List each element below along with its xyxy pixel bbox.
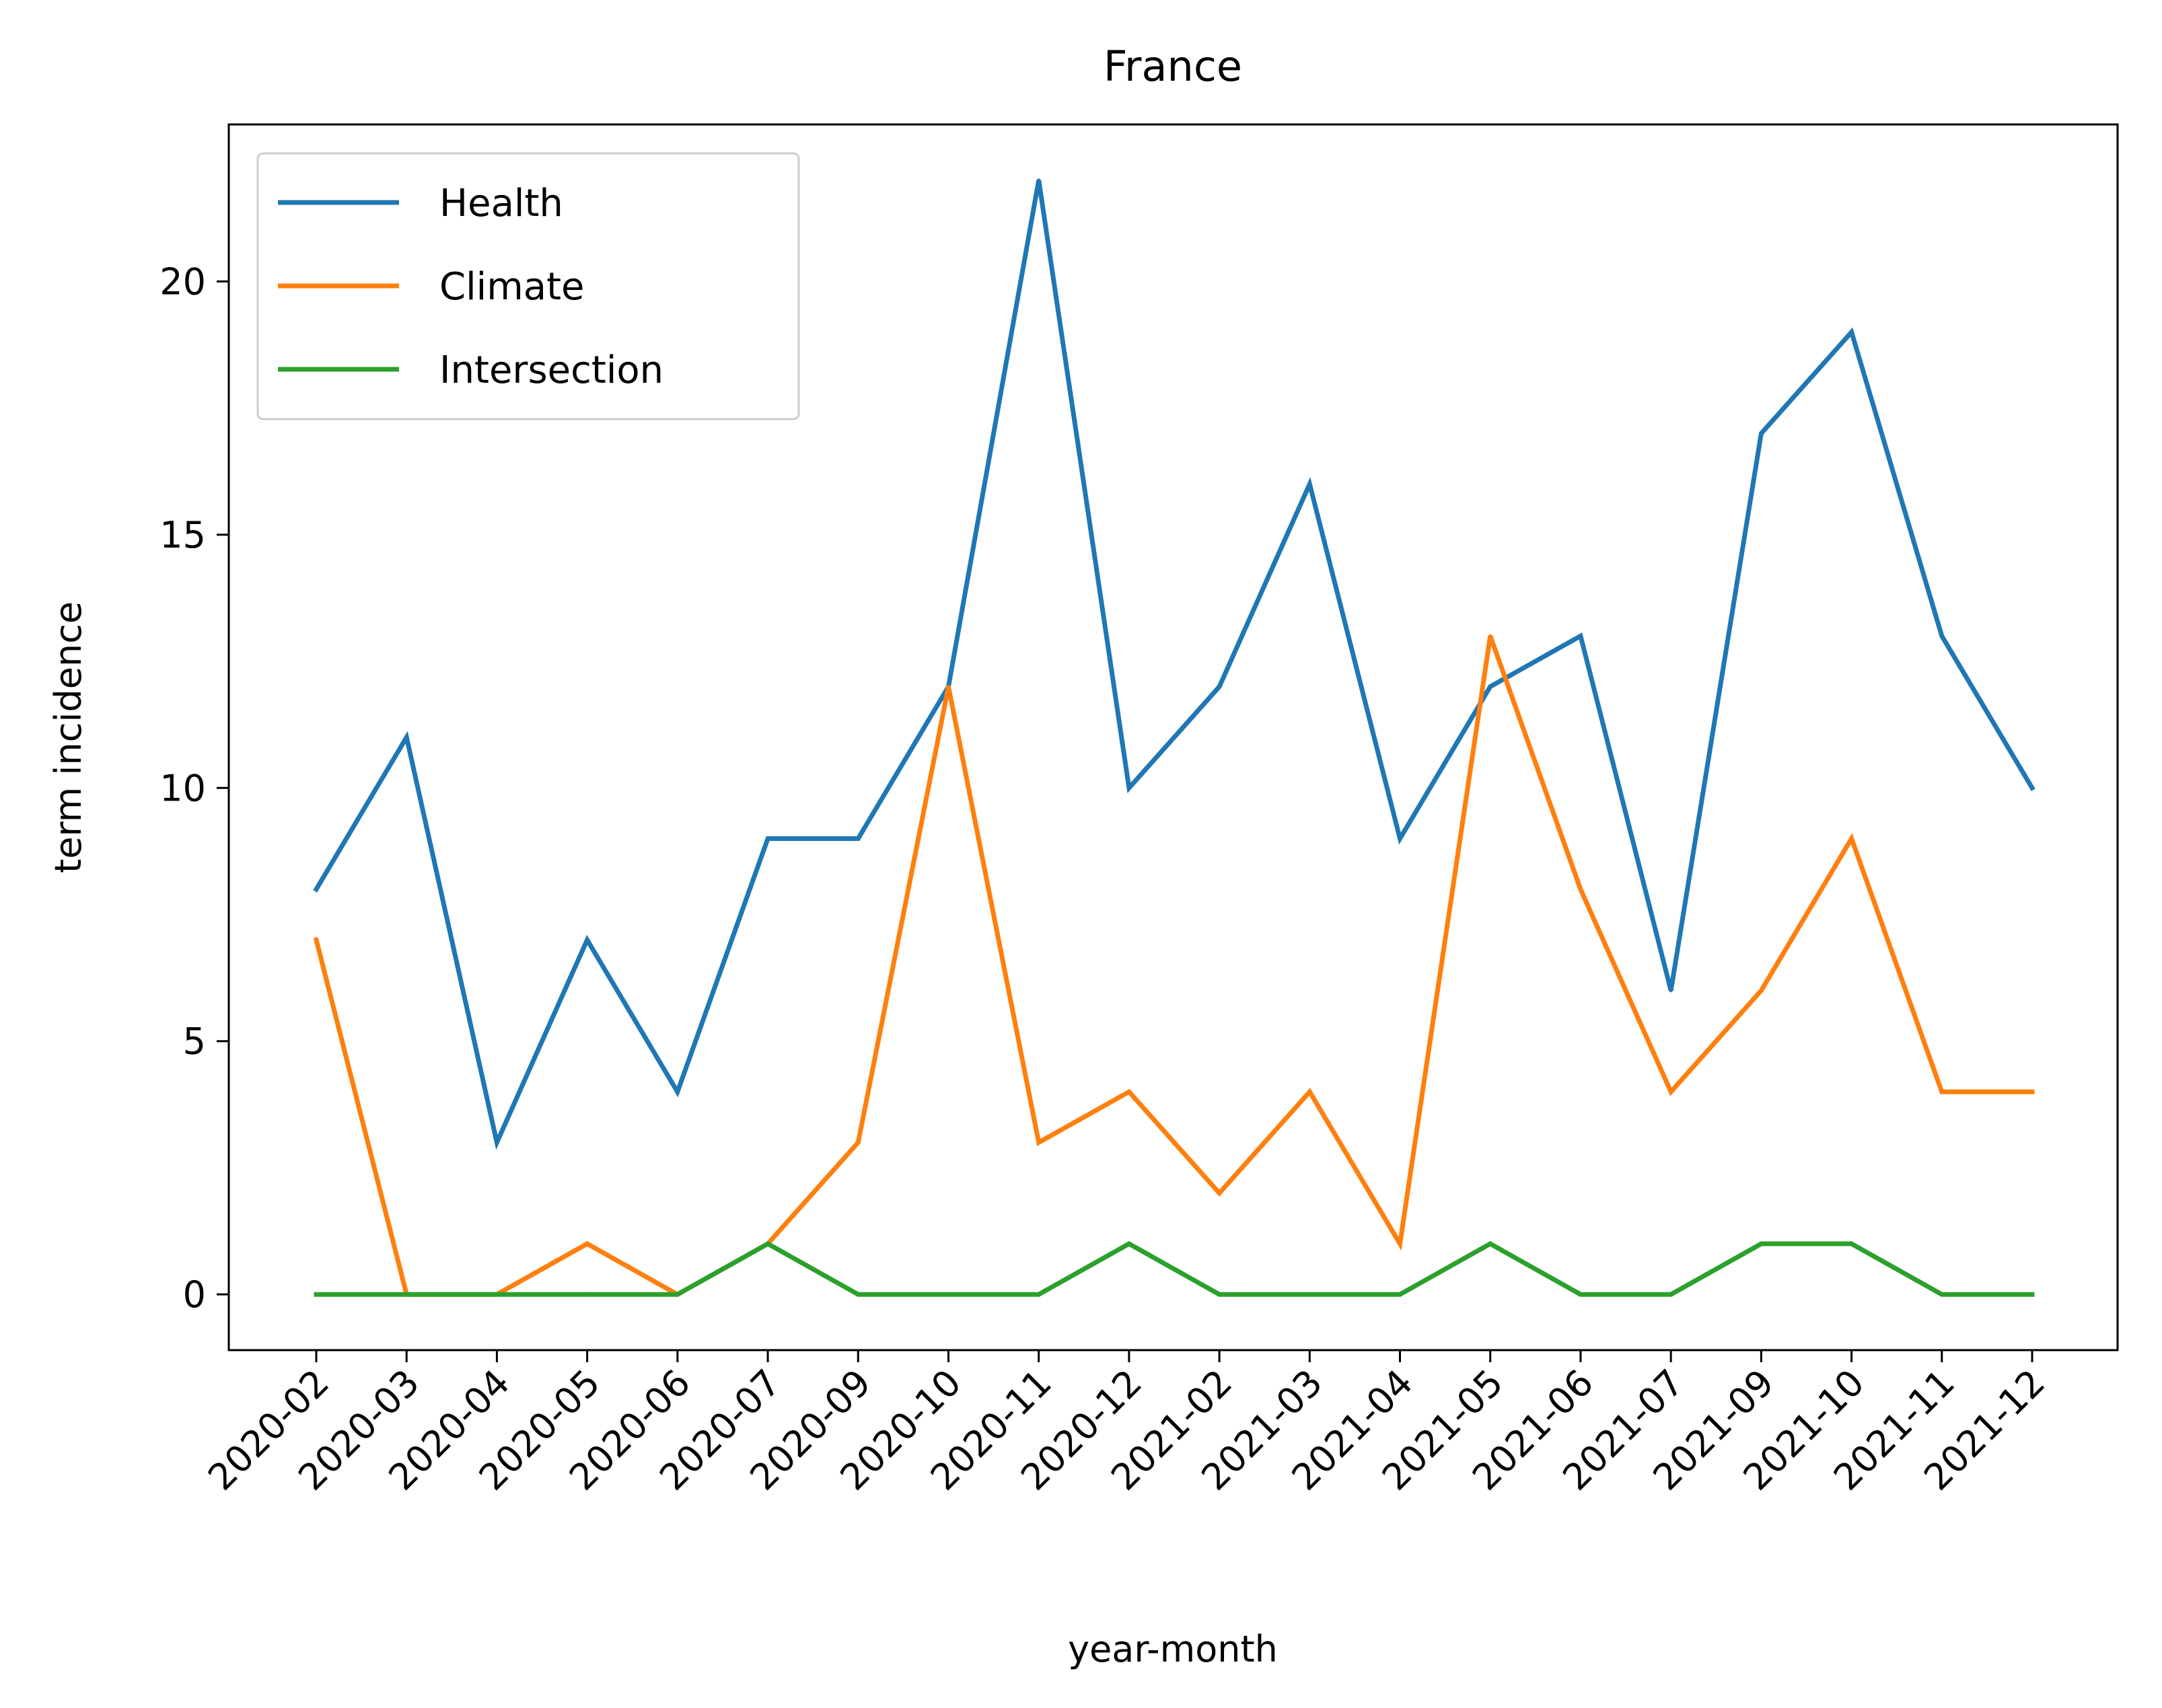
- data-point-intersection-2021-09: [1759, 1242, 1763, 1246]
- data-point-intersection-2020-11: [1037, 1292, 1041, 1296]
- data-point-health-2021-09: [1759, 431, 1763, 435]
- legend: Health Climate Intersection: [256, 152, 800, 420]
- data-point-intersection-2020-07: [766, 1242, 770, 1246]
- data-point-climate-2021-12: [2030, 1090, 2034, 1094]
- data-point-health-2020-07: [766, 837, 770, 841]
- data-point-climate-2020-11: [1037, 1140, 1041, 1144]
- y-tick-label: 20: [159, 260, 206, 303]
- series-line-intersection: [314, 1240, 2035, 1297]
- data-point-intersection-2021-12: [2030, 1292, 2034, 1296]
- data-point-health-2021-05: [1488, 685, 1492, 689]
- data-point-intersection-2020-02: [314, 1292, 318, 1296]
- y-tick-label: 15: [159, 514, 206, 556]
- data-point-health-2021-03: [1307, 482, 1311, 486]
- data-point-intersection-2020-09: [856, 1292, 860, 1296]
- chart-title: France: [1104, 42, 1242, 91]
- data-point-intersection-2021-05: [1488, 1242, 1492, 1246]
- data-point-health-2021-02: [1217, 685, 1221, 689]
- data-point-health-2020-02: [314, 887, 318, 891]
- data-point-climate-2020-12: [1127, 1090, 1131, 1094]
- data-point-health-2021-12: [2030, 786, 2034, 790]
- series-line-health: [313, 180, 2035, 1150]
- data-point-intersection-2020-12: [1127, 1242, 1131, 1246]
- data-point-health-2021-06: [1579, 634, 1583, 638]
- data-point-climate-2021-02: [1217, 1191, 1221, 1195]
- plot-frame: [227, 123, 2119, 1351]
- data-point-intersection-2021-11: [1940, 1292, 1944, 1296]
- data-point-health-2020-12: [1127, 786, 1131, 790]
- legend-box: [256, 152, 800, 420]
- data-point-intersection-2021-03: [1307, 1292, 1311, 1296]
- data-point-health-2020-11: [1037, 178, 1041, 182]
- data-point-intersection-2020-05: [585, 1292, 589, 1296]
- data-point-intersection-2020-03: [404, 1292, 408, 1296]
- data-point-health-2020-06: [676, 1090, 680, 1094]
- data-point-intersection-2021-04: [1398, 1292, 1402, 1296]
- legend-label-health: Health: [439, 182, 563, 225]
- data-point-health-2021-07: [1669, 988, 1673, 992]
- data-point-intersection-2021-10: [1850, 1242, 1854, 1246]
- data-point-health-2020-05: [585, 938, 589, 942]
- plot-marks: [313, 178, 2035, 1298]
- data-point-intersection-2021-07: [1669, 1292, 1673, 1296]
- data-point-climate-2021-03: [1307, 1090, 1311, 1094]
- data-point-climate-2021-04: [1398, 1242, 1402, 1246]
- data-point-health-2021-11: [1940, 634, 1944, 638]
- x-axis-label: year-month: [1068, 1628, 1278, 1670]
- y-axis-label: term incidence: [47, 601, 89, 873]
- data-point-climate-2021-10: [1850, 837, 1854, 841]
- data-point-health-2020-03: [404, 735, 408, 739]
- data-point-intersection-2021-02: [1217, 1292, 1221, 1296]
- data-point-intersection-2021-06: [1579, 1292, 1583, 1296]
- data-point-climate-2020-10: [946, 685, 950, 689]
- data-point-climate-2021-05: [1488, 634, 1492, 638]
- y-tick-label: 10: [159, 767, 206, 809]
- data-point-health-2020-09: [856, 837, 860, 841]
- legend-label-intersection: Intersection: [439, 348, 663, 392]
- series-line-climate: [313, 635, 2035, 1298]
- data-point-climate-2020-09: [856, 1140, 860, 1144]
- data-point-climate-2021-06: [1579, 887, 1583, 891]
- data-point-health-2020-04: [495, 1140, 499, 1144]
- data-point-climate-2021-11: [1940, 1090, 1944, 1094]
- data-point-health-2021-04: [1398, 837, 1402, 841]
- y-tick-label: 5: [183, 1020, 206, 1063]
- data-point-intersection-2020-04: [495, 1292, 499, 1296]
- data-point-climate-2021-09: [1759, 988, 1763, 992]
- data-point-climate-2021-07: [1669, 1090, 1673, 1094]
- data-point-climate-2020-05: [585, 1242, 589, 1246]
- y-tick-label: 0: [183, 1273, 206, 1316]
- data-point-intersection-2020-10: [946, 1292, 950, 1296]
- data-point-climate-2020-02: [314, 938, 318, 942]
- legend-label-climate: Climate: [439, 265, 585, 309]
- data-point-health-2021-10: [1850, 330, 1854, 334]
- data-point-intersection-2020-06: [676, 1292, 680, 1296]
